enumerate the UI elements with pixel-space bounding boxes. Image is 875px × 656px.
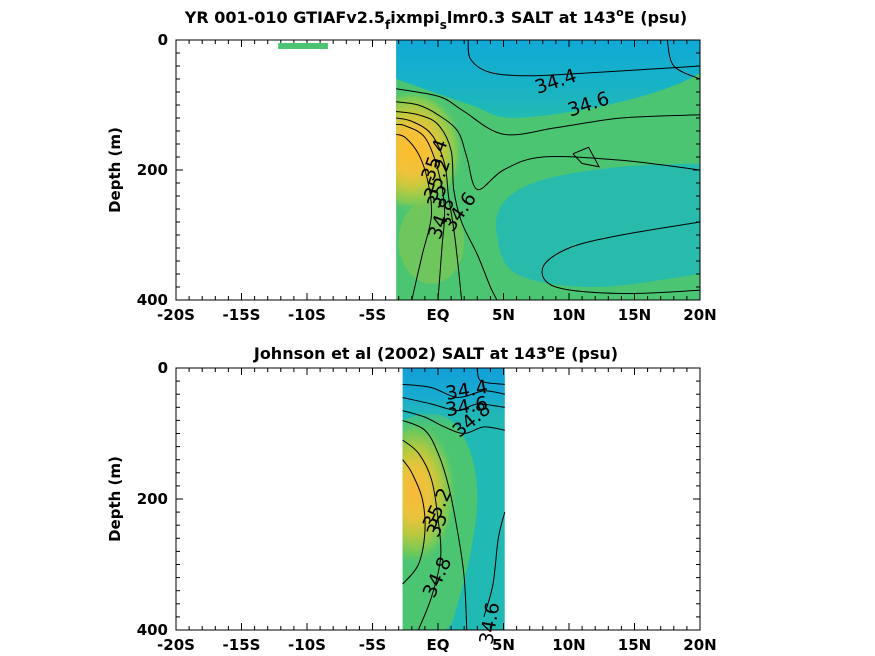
contour-line bbox=[396, 117, 463, 301]
x-tick-label: EQ bbox=[427, 306, 450, 324]
x-tick-label: 15N bbox=[618, 636, 651, 654]
bottom-contours bbox=[402, 367, 506, 631]
deep-salty-tongue bbox=[398, 199, 465, 284]
x-tick-label: -20S bbox=[157, 306, 195, 324]
contour-line bbox=[666, 39, 701, 80]
contour-line bbox=[467, 39, 701, 77]
top-contours bbox=[395, 39, 701, 301]
bottom-salinity-field bbox=[402, 368, 505, 630]
top-title: YR 001-010 GTIAFv2.5fixmpislmr0.3 SALT a… bbox=[184, 6, 687, 32]
x-tick-label: -15S bbox=[223, 306, 261, 324]
bottom-title: Johnson et al (2002) SALT at 143oE (psu) bbox=[253, 342, 618, 363]
bottom-ylabel: Depth (m) bbox=[106, 456, 124, 542]
top-ylabel: Depth (m) bbox=[106, 127, 124, 213]
bottom-axes: -20S -15S -10S -5S EQ 5N 10N 15N 20N 0 200 400 bbox=[137, 359, 717, 654]
deep-fresh-layer bbox=[495, 163, 700, 300]
contour-line bbox=[396, 123, 446, 301]
x-tick-label: 20N bbox=[683, 636, 716, 654]
x-tick-label: -20S bbox=[157, 636, 195, 654]
x-tick-label: 5N bbox=[492, 636, 515, 654]
x-tick-label: 15N bbox=[618, 306, 651, 324]
contour-line bbox=[402, 383, 505, 399]
contour-line bbox=[396, 88, 701, 136]
y-tick-label: 0 bbox=[158, 31, 168, 49]
surface-fresh-layer bbox=[396, 40, 700, 119]
contour-line bbox=[402, 419, 468, 631]
contour-line-closed bbox=[572, 146, 601, 168]
x-tick-label: 5N bbox=[492, 306, 515, 324]
y-tick-label: 400 bbox=[137, 291, 168, 309]
bottom-panel: Johnson et al (2002) SALT at 143oE (psu)… bbox=[106, 342, 717, 654]
x-tick-label: -10S bbox=[288, 306, 326, 324]
contour-line bbox=[402, 397, 505, 412]
contour-line bbox=[483, 511, 506, 618]
x-tick-label: -15S bbox=[223, 636, 261, 654]
isolated-data-patch bbox=[278, 43, 328, 49]
contour-line bbox=[395, 133, 433, 301]
x-tick-label: 10N bbox=[552, 636, 585, 654]
contour-line bbox=[402, 439, 442, 631]
contour-line bbox=[541, 221, 701, 295]
surface-fresh-layer bbox=[402, 368, 505, 427]
y-tick-label: 200 bbox=[137, 490, 168, 508]
x-tick-label: -5S bbox=[359, 636, 386, 654]
salinity-maximum bbox=[402, 420, 457, 565]
x-tick-label: 20N bbox=[683, 306, 716, 324]
y-tick-label: 0 bbox=[158, 359, 168, 377]
x-tick-label: EQ bbox=[427, 636, 450, 654]
contour-line bbox=[396, 101, 701, 191]
top-axes: -20S -15S -10S -5S EQ 5N 10N 15N 20N 0 200 400 bbox=[137, 31, 717, 324]
contour-line bbox=[402, 410, 505, 435]
top-salinity-field bbox=[396, 40, 700, 300]
x-tick-label: -5S bbox=[359, 306, 386, 324]
top-panel: YR 001-010 GTIAFv2.5fixmpislmr0.3 SALT a… bbox=[106, 6, 717, 324]
y-tick-label: 400 bbox=[137, 621, 168, 639]
x-tick-label: 10N bbox=[552, 306, 585, 324]
contour-line bbox=[396, 111, 498, 301]
contour-line bbox=[402, 459, 426, 585]
y-tick-label: 200 bbox=[137, 161, 168, 179]
x-tick-label: -10S bbox=[288, 636, 326, 654]
